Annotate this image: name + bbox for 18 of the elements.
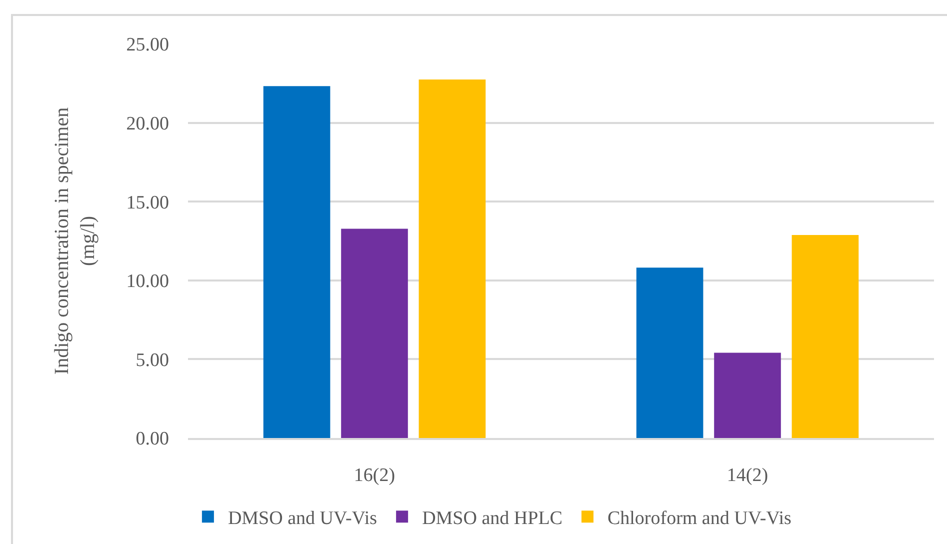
y-tick-label: 20.00 [126,113,169,134]
y-tick-label: 0.00 [136,428,169,450]
bar [263,86,330,438]
x-tick-label: 14(2) [726,464,768,486]
legend-label: Chloroform and UV-Vis [607,508,792,530]
bar [341,228,408,438]
y-tick-label: 5.00 [136,350,169,371]
bar [636,268,704,438]
bar [714,352,781,438]
y-tick-label: 10.00 [126,271,169,292]
bar [792,235,859,438]
y-axis-title: Indigo concentration in specimen (mg/l) [50,107,99,375]
y-tick-label: 25.00 [126,34,169,56]
x-tick-label: 16(2) [354,464,396,486]
y-tick-label: 15.00 [126,192,169,214]
legend-label: DMSO and HPLC [422,508,562,530]
bar [418,79,486,438]
legend-label: DMSO and UV-Vis [228,508,378,530]
